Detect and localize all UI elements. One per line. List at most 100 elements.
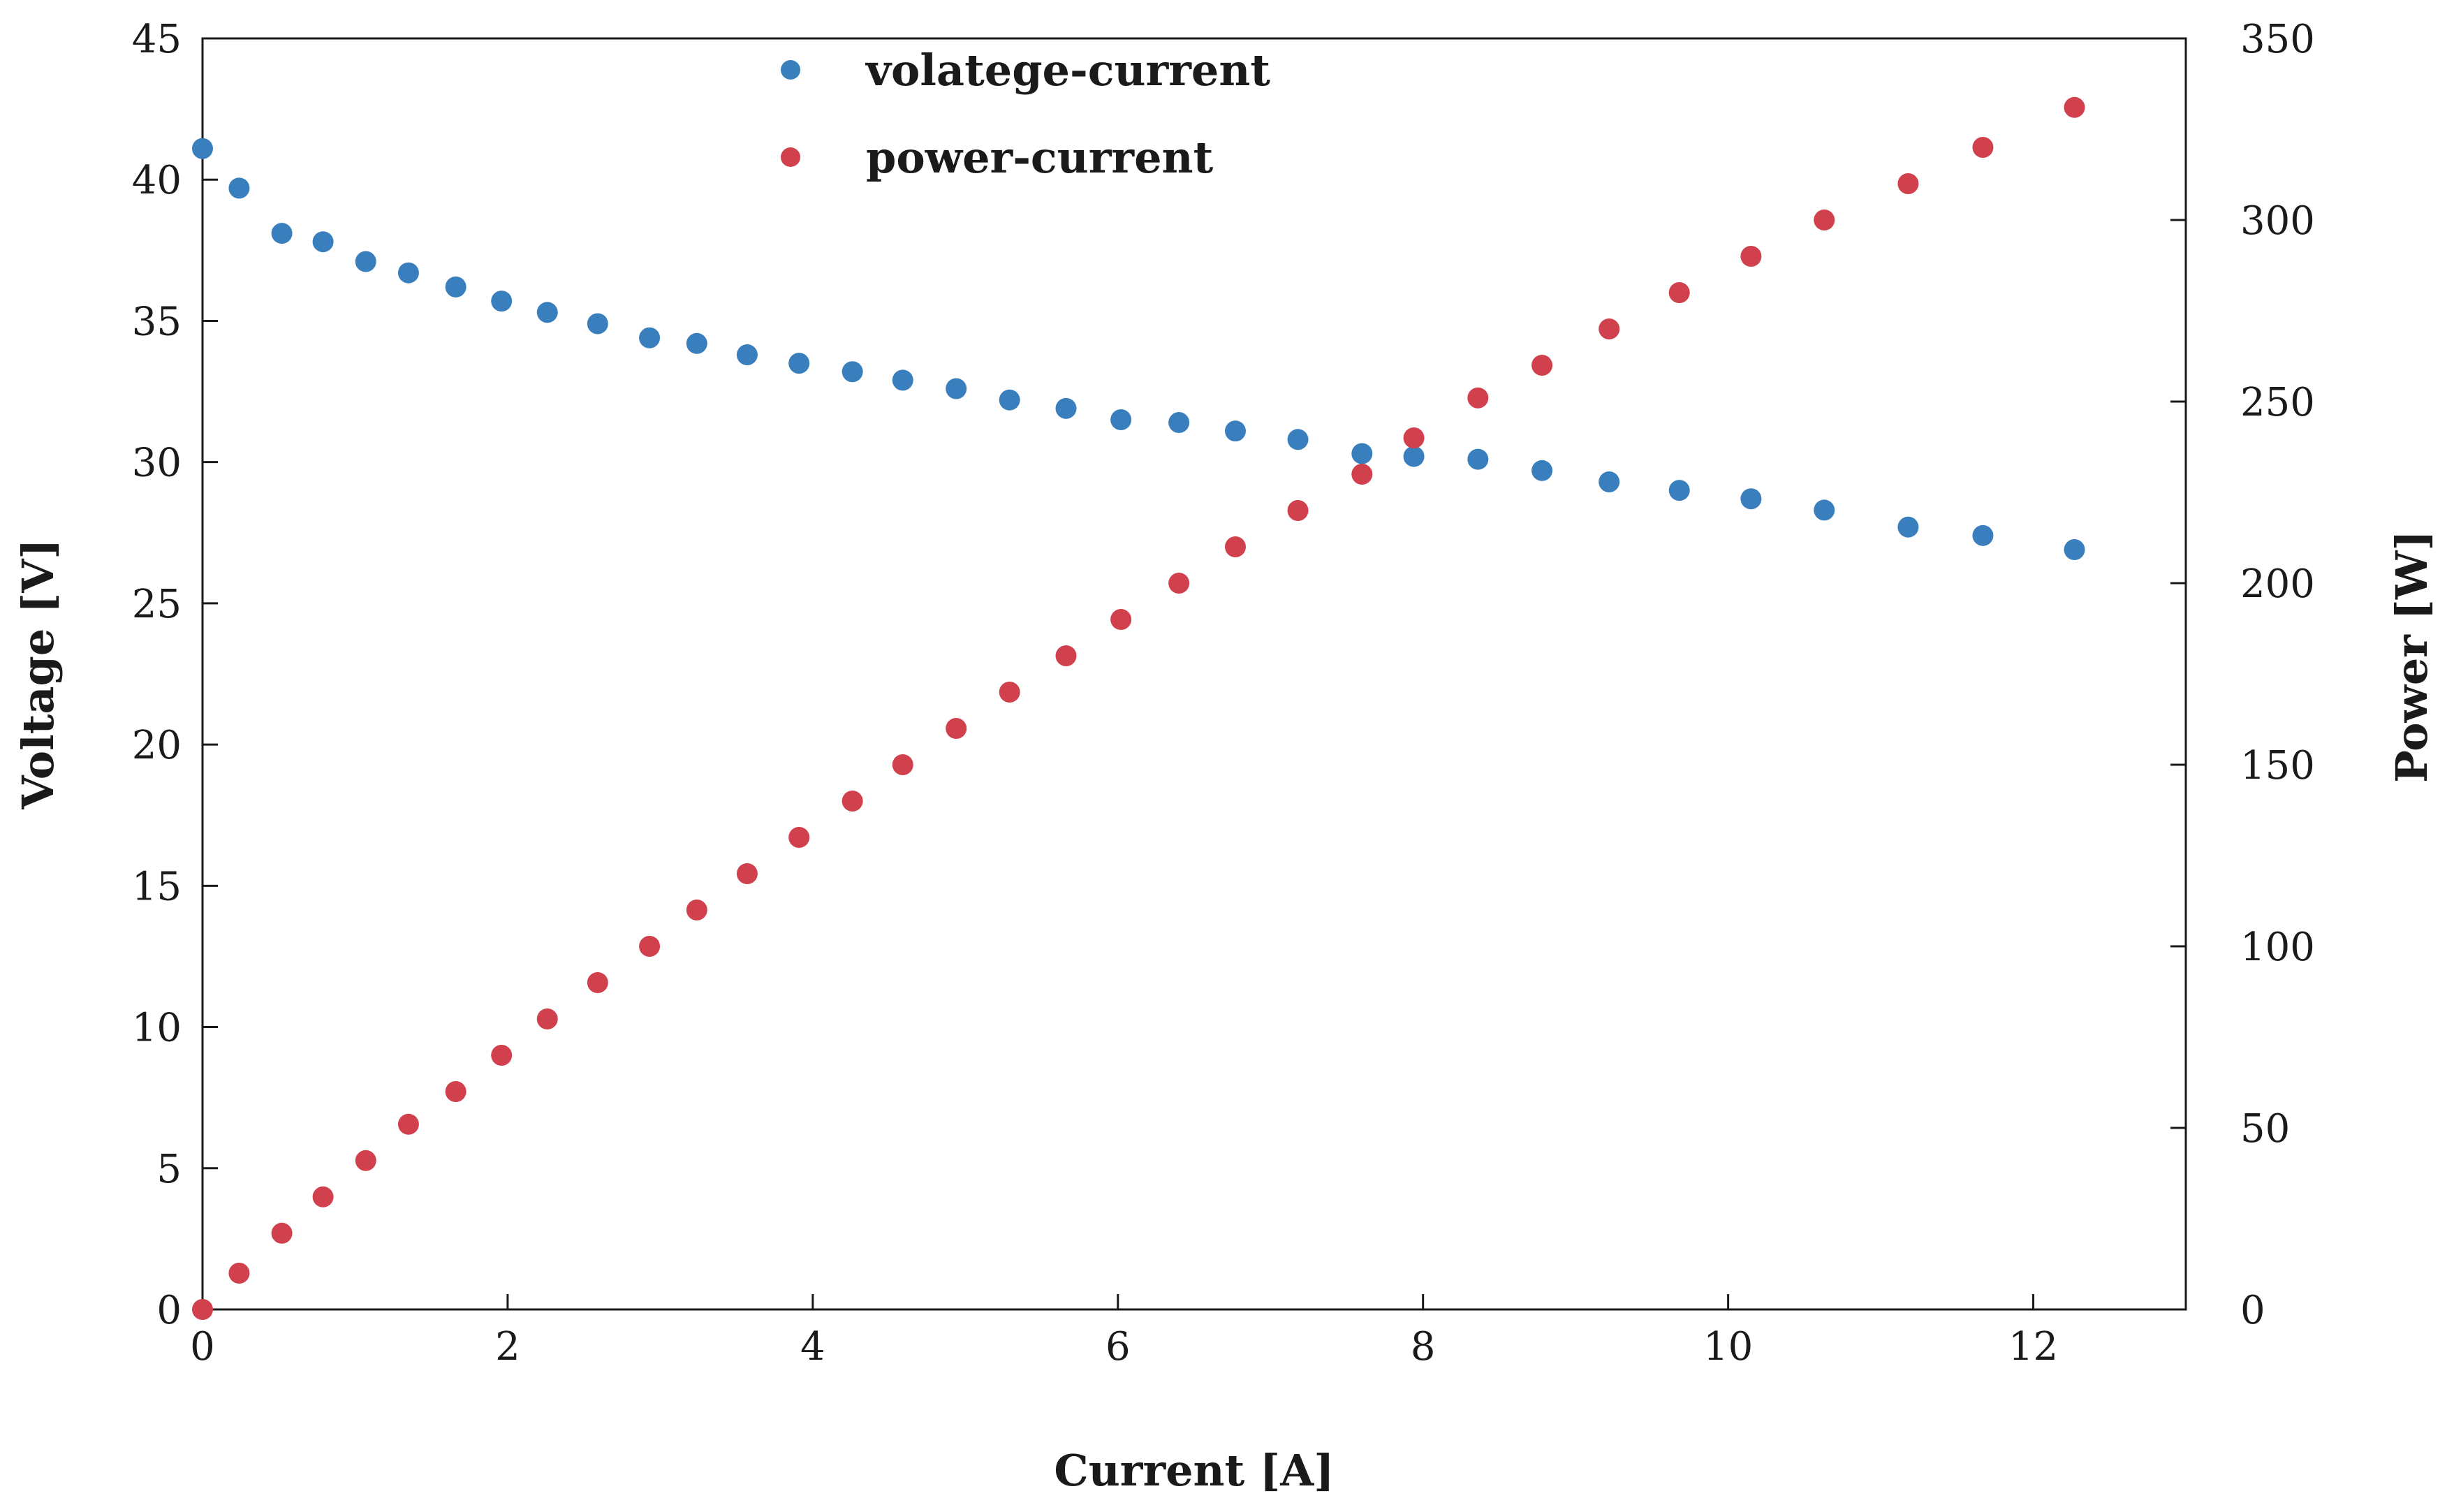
power-point [271, 1222, 293, 1244]
y2-tick-label: 200 [2240, 562, 2315, 607]
y-tick-label: 10 [132, 1006, 182, 1051]
x-axis-title: Current [A] [1054, 1445, 1334, 1496]
voltage-point [842, 361, 863, 383]
power-point [946, 718, 967, 739]
voltage-point [491, 291, 513, 312]
power-point [1055, 645, 1077, 666]
voltage-point [1351, 443, 1373, 464]
x-tick-label: 6 [1105, 1324, 1131, 1370]
power-point [842, 791, 863, 812]
plot-frame [201, 37, 2187, 1311]
power-point [1110, 609, 1132, 630]
power-point [445, 1081, 466, 1102]
y-tick-label: 35 [132, 299, 182, 344]
power-point [892, 754, 913, 775]
y-tick-label: 40 [132, 158, 182, 203]
series-power [192, 96, 2085, 1320]
power-point [397, 1113, 419, 1135]
voltage-point [946, 378, 967, 399]
y-axis-title: Voltage [V] [13, 538, 64, 809]
y2-tick-label: 50 [2240, 1106, 2290, 1152]
series-voltage [192, 138, 2085, 561]
voltage-point [999, 389, 1020, 411]
power-point [1224, 536, 1246, 557]
power-point [1168, 573, 1190, 594]
y-tick-label: 15 [132, 864, 182, 909]
power-point [536, 1008, 558, 1029]
voltage-point [397, 262, 419, 284]
y2-tick-label: 0 [2240, 1288, 2265, 1333]
power-point [999, 682, 1020, 703]
voltage-point [788, 353, 810, 374]
y2-tick-label: 350 [2240, 17, 2315, 62]
voltage-point [1668, 480, 1690, 501]
power-point [1403, 427, 1425, 448]
voltage-point [1287, 429, 1309, 450]
y2-tick-label: 300 [2240, 198, 2315, 244]
y-tick-label: 5 [156, 1147, 182, 1192]
voltage-point [1814, 499, 1835, 521]
power-point [788, 827, 810, 848]
y-tick-label: 45 [132, 17, 182, 62]
voltage-point [686, 332, 707, 354]
voltage-point [892, 369, 913, 391]
y2-axis-ticks: 0 50 100 150 200 250 300 350 [2170, 17, 2315, 1333]
voltage-point [536, 302, 558, 323]
x-tick-label: 0 [190, 1324, 215, 1370]
power-point [355, 1150, 376, 1171]
voltage-point [1403, 446, 1425, 467]
voltage-point [1897, 516, 1919, 538]
power-point [736, 863, 758, 884]
voltage-point [587, 313, 608, 335]
x-tick-label: 4 [800, 1324, 825, 1370]
voltage-point [1740, 488, 1762, 510]
voltage-point [1599, 471, 1620, 492]
legend-label-power: power-current [866, 132, 1214, 183]
power-point [1814, 210, 1835, 230]
voltage-point [228, 177, 250, 199]
power-point [312, 1186, 334, 1208]
power-point [1668, 282, 1690, 303]
voltage-point [1224, 420, 1246, 442]
voltage-point [736, 344, 758, 365]
voltage-point [1168, 412, 1190, 434]
y2-axis-title: Power [W] [2386, 530, 2437, 783]
y-tick-label: 25 [132, 582, 182, 627]
y-tick-label: 30 [132, 441, 182, 486]
voltage-point [445, 276, 466, 298]
power-point [1467, 387, 1489, 409]
power-point [686, 900, 707, 920]
y-tick-label: 0 [156, 1288, 182, 1333]
voltage-point [355, 251, 376, 272]
legend-label-voltage: volatege-current [865, 45, 1270, 96]
x-tick-label: 10 [1703, 1324, 1753, 1370]
power-point [1599, 318, 1620, 339]
voltage-point [271, 223, 293, 244]
power-point [228, 1263, 250, 1284]
x-tick-label: 2 [495, 1324, 520, 1370]
y-tick-label: 20 [132, 723, 182, 768]
power-point [1351, 464, 1373, 485]
legend-marker-voltage [781, 60, 800, 80]
y-axis-ticks: 0 5 10 15 20 25 30 35 40 45 [132, 17, 218, 1333]
voltage-point [1467, 448, 1489, 470]
voltage-point [1972, 524, 1994, 546]
power-point [1972, 137, 1994, 158]
y2-tick-label: 150 [2240, 743, 2315, 788]
power-point [639, 936, 661, 957]
power-point [192, 1299, 213, 1320]
power-point [1531, 355, 1553, 376]
y2-tick-label: 250 [2240, 380, 2315, 425]
power-point [1740, 246, 1762, 267]
legend: volatege-current power-current [781, 45, 1270, 183]
voltage-point [639, 327, 661, 348]
voltage-point [1531, 460, 1553, 481]
power-point [2064, 96, 2085, 118]
data-points [192, 96, 2085, 1320]
voltage-point [192, 138, 213, 159]
power-point [491, 1045, 513, 1066]
voltage-point [1110, 409, 1132, 430]
power-point [1287, 500, 1309, 521]
